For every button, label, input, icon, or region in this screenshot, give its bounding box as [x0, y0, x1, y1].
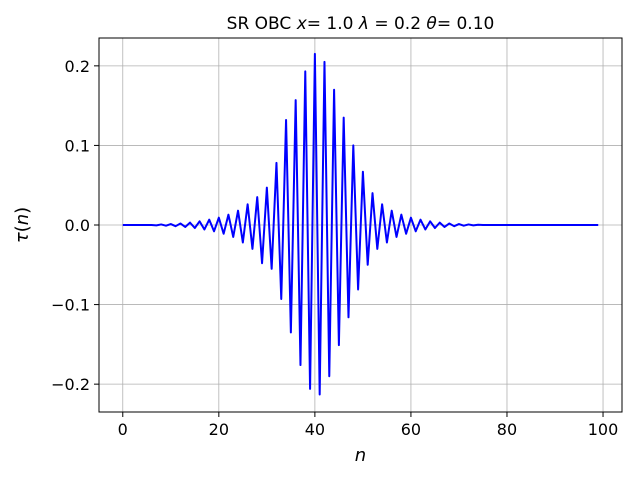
x-axis-label: n: [355, 445, 366, 466]
y-axis-ticks: −0.2 −0.1 0.0 0.1 0.2: [51, 57, 99, 394]
series-line: [122, 52, 599, 396]
x-tick-label: 80: [497, 420, 517, 439]
y-tick-label: −0.2: [51, 375, 90, 394]
y-axis-label: τ(n): [12, 207, 33, 243]
chart-title: SR OBC x= 1.0 λ = 0.2 θ= 0.10: [227, 14, 495, 34]
x-axis-ticks: 0 20 40 60 80 100: [118, 412, 619, 439]
x-tick-label: 100: [588, 420, 619, 439]
y-tick-label: 0.2: [65, 57, 90, 76]
x-tick-label: 0: [118, 420, 128, 439]
series-layer: [122, 52, 599, 396]
y-tick-label: 0.0: [65, 216, 90, 235]
y-tick-label: 0.1: [65, 136, 90, 155]
x-tick-label: 60: [401, 420, 421, 439]
x-tick-label: 20: [209, 420, 229, 439]
x-tick-label: 40: [305, 420, 325, 439]
y-tick-label: −0.1: [51, 296, 90, 315]
